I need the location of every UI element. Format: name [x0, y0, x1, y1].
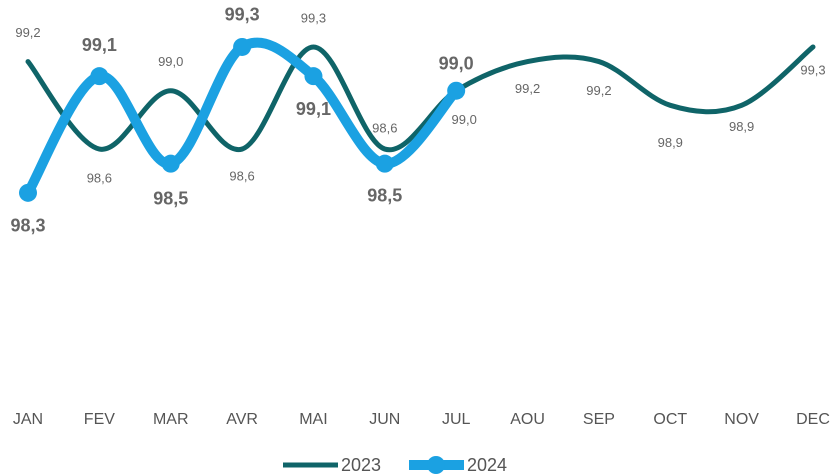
data-label: 99,2 [586, 83, 611, 98]
x-tick-label: AOU [510, 411, 545, 428]
data-label: 99,0 [158, 54, 183, 69]
series-line [25, 44, 816, 153]
legend-label: 2024 [467, 455, 507, 475]
marker [304, 67, 323, 86]
marker [447, 81, 466, 100]
x-tick-label: JUL [442, 411, 471, 428]
data-label: 99,1 [296, 99, 331, 119]
data-label: 98,9 [729, 119, 754, 134]
x-tick-label: MAR [153, 411, 189, 428]
data-label: 99,3 [225, 5, 260, 25]
data-label: 99,2 [515, 81, 540, 96]
data-label: 98,6 [229, 169, 254, 184]
x-tick-label: SEP [583, 411, 615, 428]
x-tick-label: FEV [84, 411, 115, 428]
data-label: 98,5 [367, 185, 402, 205]
legend-label: 2023 [341, 455, 381, 475]
marker [90, 67, 109, 86]
data-label: 99,1 [82, 35, 117, 55]
data-label: 99,0 [439, 53, 474, 73]
data-label: 98,5 [153, 188, 188, 208]
data-label: 98,9 [658, 135, 683, 150]
x-tick-label: OCT [653, 411, 687, 428]
x-tick-label: AVR [226, 411, 258, 428]
data-label: 98,6 [87, 171, 112, 186]
data-label: 98,3 [10, 216, 45, 236]
data-label: 99,3 [800, 62, 825, 77]
marker [233, 37, 252, 56]
data-label: 98,6 [372, 121, 397, 136]
x-tick-label: DEC [796, 411, 830, 428]
data-label: 99,2 [15, 25, 40, 40]
x-tick-label: JUN [369, 411, 400, 428]
marker [161, 154, 180, 173]
data-label: 99,3 [301, 10, 326, 25]
data-label: 99,0 [452, 112, 477, 127]
x-tick-label: JAN [13, 411, 43, 428]
x-tick-label: NOV [724, 411, 759, 428]
marker [375, 154, 394, 173]
x-tick-label: MAI [299, 411, 327, 428]
legend-marker [427, 456, 445, 474]
marker [19, 183, 37, 202]
